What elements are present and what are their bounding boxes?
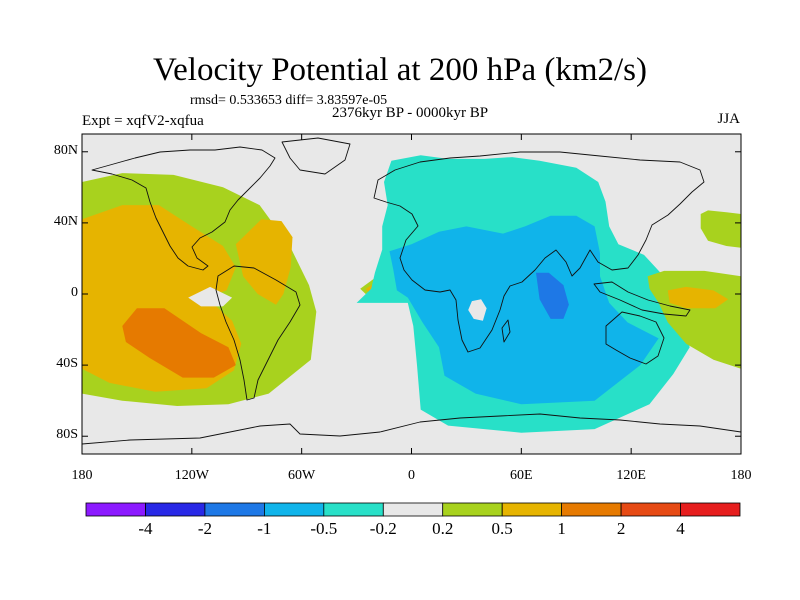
colorbar-box	[145, 502, 206, 517]
colorbar-label: 0.2	[432, 519, 454, 538]
colorbar-box	[501, 502, 563, 517]
colorbar-box	[85, 502, 146, 517]
coastline-madagascar	[501, 319, 511, 343]
coastline-australia	[605, 311, 665, 365]
contour-region-2	[235, 219, 293, 305]
y-tick-label: 40N	[53, 213, 78, 229]
colorbar-label: -0.2	[369, 519, 397, 538]
contour-fill-layer	[82, 155, 741, 433]
colorbar	[85, 502, 741, 517]
colorbar-box	[620, 502, 681, 517]
coastline-layer	[82, 137, 741, 445]
contour-region-4	[122, 308, 236, 378]
colorbar-box	[382, 502, 444, 517]
colorbar-label: 2	[616, 519, 626, 538]
contour-region-13	[667, 286, 729, 309]
x-tick-label: 0	[408, 468, 415, 483]
colorbar-label: 0.5	[491, 519, 513, 538]
axis-ticks	[81, 134, 742, 454]
season-label: JJA	[717, 111, 740, 127]
y-tick-label: 0	[71, 285, 78, 300]
colorbar-label: -1	[257, 519, 272, 538]
colorbar-label: -4	[138, 519, 153, 538]
x-tick-label: 120W	[174, 468, 209, 483]
coastline-eurasia-africa	[373, 151, 705, 353]
x-tick-label: 180	[730, 468, 752, 483]
colorbar-box	[323, 502, 384, 517]
colorbar-box	[561, 502, 622, 517]
chart-title: Velocity Potential at 200 hPa (km2/s)	[152, 52, 648, 88]
experiment-label: Expt = xqfV2-xqfua	[82, 113, 204, 129]
colorbar-label: -0.5	[310, 519, 338, 538]
coastline-north-america	[91, 146, 276, 271]
contour-region-8	[389, 215, 659, 405]
y-tick-label: 80N	[53, 142, 78, 158]
colorbar-box	[263, 502, 325, 517]
colorbar-box	[680, 502, 741, 517]
contour-region-9	[536, 272, 569, 319]
x-tick-label: 180	[71, 468, 93, 483]
contour-region-10	[468, 299, 487, 321]
coastline-antarctica	[82, 413, 741, 445]
contour-region-11	[700, 210, 741, 248]
y-tick-label: 80S	[56, 427, 78, 443]
colorbar-label: -2	[197, 519, 212, 538]
coastline-maritime-continent	[593, 281, 691, 317]
x-tick-label: 60W	[288, 468, 316, 483]
colorbar-label: 1	[557, 519, 566, 538]
contour-region-3	[188, 286, 233, 307]
coastline-greenland	[281, 137, 351, 175]
period-label: 2376kyr BP - 0000kyr BP	[331, 105, 489, 121]
colorbar-box	[204, 502, 265, 517]
colorbar-label: 4	[676, 519, 685, 538]
x-tick-label: 60E	[510, 468, 533, 483]
colorbar-box	[442, 502, 503, 517]
coastline-south-america	[215, 265, 301, 401]
y-tick-label: 40S	[56, 356, 78, 372]
x-tick-label: 120E	[616, 468, 646, 483]
stats-line: rmsd= 0.533653 diff= 3.83597e-05	[190, 93, 388, 108]
